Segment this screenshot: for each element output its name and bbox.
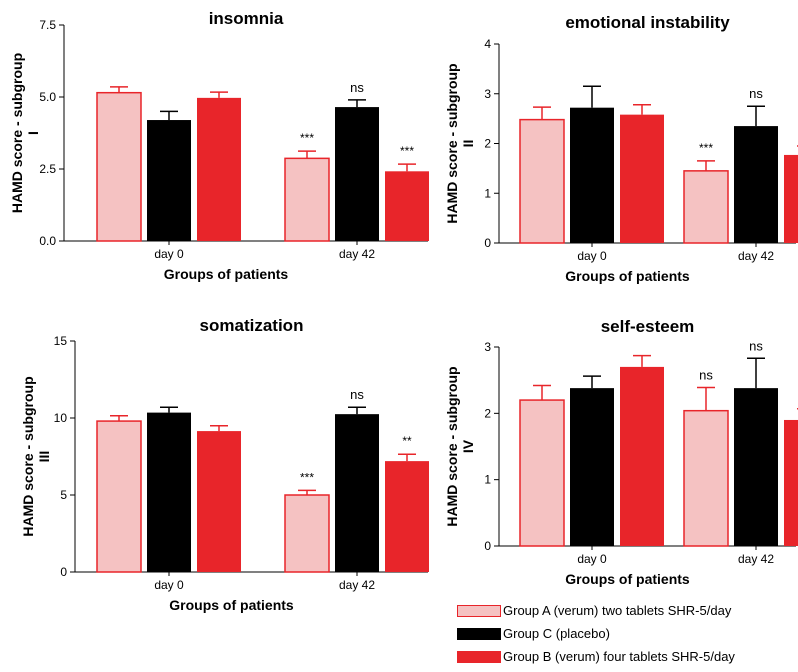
x-tick-label: day 0 [154,578,184,592]
chart-title: emotional instability [565,13,730,32]
significance-label: ns [350,80,364,95]
bar-c-day42 [734,388,778,546]
bar-b-day0 [620,114,664,244]
y-tick-label: 1 [484,186,491,200]
significance-label: ns [749,86,763,101]
significance-label: ns [699,367,713,382]
bar-b-day42 [784,419,798,546]
y-tick-label: 10 [54,411,68,425]
x-tick-label: day 0 [577,552,607,566]
bar-c-day0 [570,388,614,546]
y-tick-label: 3 [484,340,491,354]
legend-label-group-c: Group C (placebo) [503,626,610,641]
bar-a-day42 [284,494,330,573]
y-tick-label: 3 [484,87,491,101]
y-tick-label: 1 [484,473,491,487]
y-tick-label: 0 [484,539,491,553]
x-axis-title: Groups of patients [565,268,690,284]
chart-title: insomnia [209,9,284,28]
y-axis-subgroup-label: IV [460,439,476,453]
bar-b-day42 [784,154,798,243]
bar-a-day42 [683,170,729,244]
x-tick-label: day 0 [154,247,184,261]
y-axis-title: HAMD score - subgroup [444,63,460,223]
x-axis-title: Groups of patients [164,266,289,282]
significance-label: *** [300,131,314,145]
y-tick-label: 5 [60,488,67,502]
x-tick-label: day 0 [577,249,607,263]
y-axis-subgroup-label: III [36,451,52,463]
bar-b-day0 [197,97,241,241]
y-tick-label: 0.0 [39,234,56,248]
bar-a-day42 [683,409,729,547]
y-tick-label: 0 [484,236,491,250]
significance-label: ns [350,387,364,402]
x-tick-label: day 42 [339,247,375,261]
significance-label: *** [400,144,414,158]
bar-a-day0 [96,91,142,242]
y-axis-subgroup-label: I [25,131,41,135]
chart-panel-1: insomnia 0.0 2.5 5.0 7.5 day 0 *** ns *** day 42 G… [9,9,429,282]
x-axis-title: Groups of patients [565,571,690,587]
bar-a-day0 [519,399,565,547]
bar-a-day0 [96,420,142,573]
y-axis-title: HAMD score - subgroup [9,53,25,213]
y-tick-label: 4 [484,37,491,51]
y-axis-subgroup-label: II [460,140,476,148]
bar-c-day42 [335,107,379,241]
significance-label: ** [402,434,412,448]
y-tick-label: 2 [484,137,491,151]
significance-label: *** [699,141,713,155]
y-tick-label: 15 [54,334,68,348]
y-axis-title: HAMD score - subgroup [444,366,460,526]
bar-b-day0 [620,366,664,546]
chart-title: self-esteem [601,317,695,336]
y-axis-title: HAMD score - subgroup [20,376,36,536]
bar-c-day42 [335,414,379,572]
legend-swatch-group-c [457,628,501,640]
bar-a-day0 [519,118,565,244]
bar-b-day42 [385,171,429,241]
y-tick-label: 0 [60,565,67,579]
x-tick-label: day 42 [738,552,774,566]
y-tick-label: 7.5 [39,18,56,32]
bar-c-day42 [734,126,778,243]
bar-b-day42 [385,461,429,572]
y-tick-label: 2.5 [39,162,56,176]
chart-title: somatization [200,316,304,335]
bar-b-day0 [197,431,241,572]
legend-label-group-a: Group A (verum) two tablets SHR-5/day [503,603,732,618]
legend-label-group-b: Group B (verum) four tablets SHR-5/day [503,649,735,664]
significance-label: ns [749,338,763,353]
legend-swatch-group-a [457,605,501,617]
bar-c-day0 [570,107,614,244]
bar-c-day0 [147,120,191,241]
x-tick-label: day 42 [738,249,774,263]
chart-panel-3: somatization 0 5 10 15 day 0 *** ns ** day 42 Grou… [20,316,429,613]
y-tick-label: 5.0 [39,90,56,104]
y-tick-label: 2 [484,406,491,420]
legend-swatch-group-b [457,651,501,663]
x-tick-label: day 42 [339,578,375,592]
bar-a-day42 [284,157,330,242]
significance-label: *** [300,470,314,484]
x-axis-title: Groups of patients [169,597,294,613]
bar-c-day0 [147,412,191,572]
